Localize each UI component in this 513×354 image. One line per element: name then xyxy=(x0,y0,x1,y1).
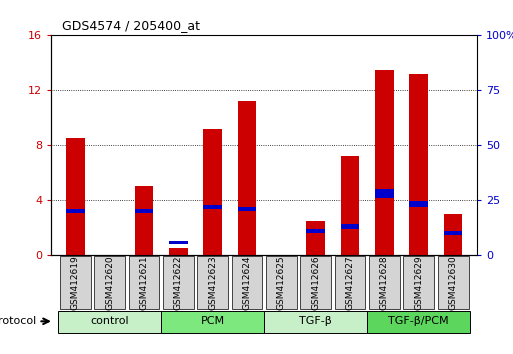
FancyBboxPatch shape xyxy=(438,256,468,309)
Bar xyxy=(375,189,394,198)
FancyBboxPatch shape xyxy=(367,311,470,333)
Text: GSM412628: GSM412628 xyxy=(380,255,389,310)
Bar xyxy=(409,74,428,255)
Text: GSM412623: GSM412623 xyxy=(208,255,217,310)
Text: GSM412624: GSM412624 xyxy=(243,255,251,309)
Bar xyxy=(66,138,85,255)
FancyBboxPatch shape xyxy=(94,256,125,309)
FancyBboxPatch shape xyxy=(129,256,160,309)
FancyBboxPatch shape xyxy=(369,256,400,309)
FancyBboxPatch shape xyxy=(334,256,365,309)
FancyBboxPatch shape xyxy=(264,311,367,333)
Text: control: control xyxy=(90,316,129,326)
Bar xyxy=(203,129,222,255)
Text: PCM: PCM xyxy=(201,316,225,326)
Text: TGF-β/PCM: TGF-β/PCM xyxy=(388,316,449,326)
Bar xyxy=(341,156,360,255)
Bar xyxy=(238,101,256,255)
Bar xyxy=(306,221,325,255)
Bar xyxy=(306,229,325,233)
Bar xyxy=(341,224,360,229)
Bar xyxy=(169,241,188,244)
Text: GSM412630: GSM412630 xyxy=(448,255,458,310)
FancyBboxPatch shape xyxy=(403,256,434,309)
Text: GSM412622: GSM412622 xyxy=(174,255,183,309)
Bar xyxy=(444,231,463,235)
Bar xyxy=(375,70,394,255)
Text: GSM412619: GSM412619 xyxy=(71,255,80,310)
Bar xyxy=(238,207,256,211)
Bar xyxy=(134,186,153,255)
Bar xyxy=(444,214,463,255)
FancyBboxPatch shape xyxy=(161,311,264,333)
FancyBboxPatch shape xyxy=(163,256,194,309)
Text: ■: ■ xyxy=(56,352,68,354)
FancyBboxPatch shape xyxy=(300,256,331,309)
Text: GSM412629: GSM412629 xyxy=(414,255,423,310)
FancyBboxPatch shape xyxy=(197,256,228,309)
FancyBboxPatch shape xyxy=(266,256,297,309)
Text: TGF-β: TGF-β xyxy=(299,316,332,326)
Bar xyxy=(66,209,85,213)
Bar xyxy=(203,205,222,209)
Bar xyxy=(134,209,153,213)
Text: GSM412620: GSM412620 xyxy=(105,255,114,310)
Bar xyxy=(169,248,188,255)
Text: GDS4574 / 205400_at: GDS4574 / 205400_at xyxy=(62,19,200,33)
FancyBboxPatch shape xyxy=(231,256,263,309)
FancyBboxPatch shape xyxy=(60,256,91,309)
Bar xyxy=(409,201,428,207)
Text: GSM412621: GSM412621 xyxy=(140,255,148,310)
Text: GSM412626: GSM412626 xyxy=(311,255,320,310)
Text: GSM412625: GSM412625 xyxy=(277,255,286,310)
Text: protocol: protocol xyxy=(0,316,36,326)
Text: GSM412627: GSM412627 xyxy=(346,255,354,310)
FancyBboxPatch shape xyxy=(58,311,161,333)
